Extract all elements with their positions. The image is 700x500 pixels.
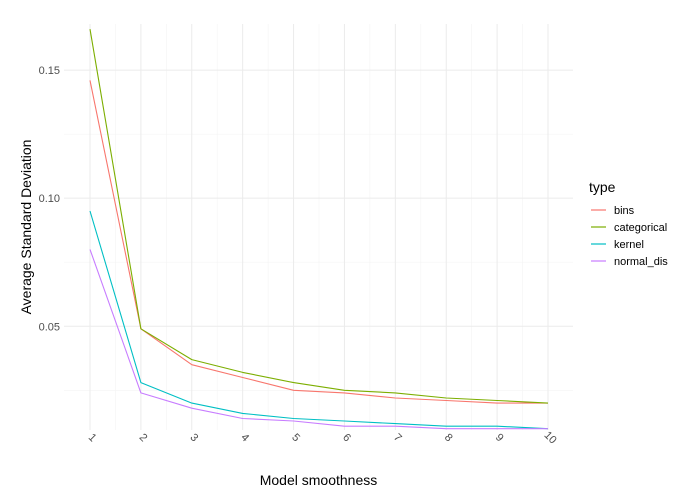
series-line-bins [89, 80, 548, 404]
x-tick-label: 9 [493, 431, 506, 444]
y-tick-label: 0.15 [39, 65, 60, 77]
series-line-categorical [89, 29, 549, 404]
x-tick-labels: 1 2 3 4 5 6 7 8 9 10 [86, 429, 559, 446]
y-tick-labels: 0.05 0.10 0.15 [39, 65, 60, 333]
x-tick-label: 5 [289, 431, 302, 444]
x-tick-label: 10 [542, 429, 559, 446]
series-line-normal_dis [89, 249, 548, 430]
y-axis-title: Average Standard Deviation [18, 140, 34, 315]
legend-title: type [589, 179, 616, 195]
y-tick-label: 0.10 [39, 193, 60, 205]
grid [64, 24, 573, 430]
y-tick-label: 0.05 [39, 321, 60, 333]
x-tick-label: 4 [238, 431, 251, 444]
x-tick-label: 3 [187, 431, 200, 444]
x-axis-title: Model smoothness [260, 472, 378, 488]
legend-label-categorical: categorical [614, 222, 667, 234]
series-lines [89, 29, 549, 430]
x-tick-label: 8 [442, 431, 455, 444]
legend-label-kernel: kernel [614, 239, 644, 251]
legend-label-bins: bins [614, 205, 635, 217]
legend-label-normal_dis: normal_dis [614, 256, 668, 268]
series-line-kernel [89, 210, 549, 430]
legend: type bins categorical kernel normal_dis [589, 179, 668, 268]
x-tick-label: 2 [137, 431, 150, 444]
x-tick-label: 1 [86, 431, 99, 444]
x-tick-label: 7 [391, 431, 404, 444]
x-tick-label: 6 [340, 431, 353, 444]
